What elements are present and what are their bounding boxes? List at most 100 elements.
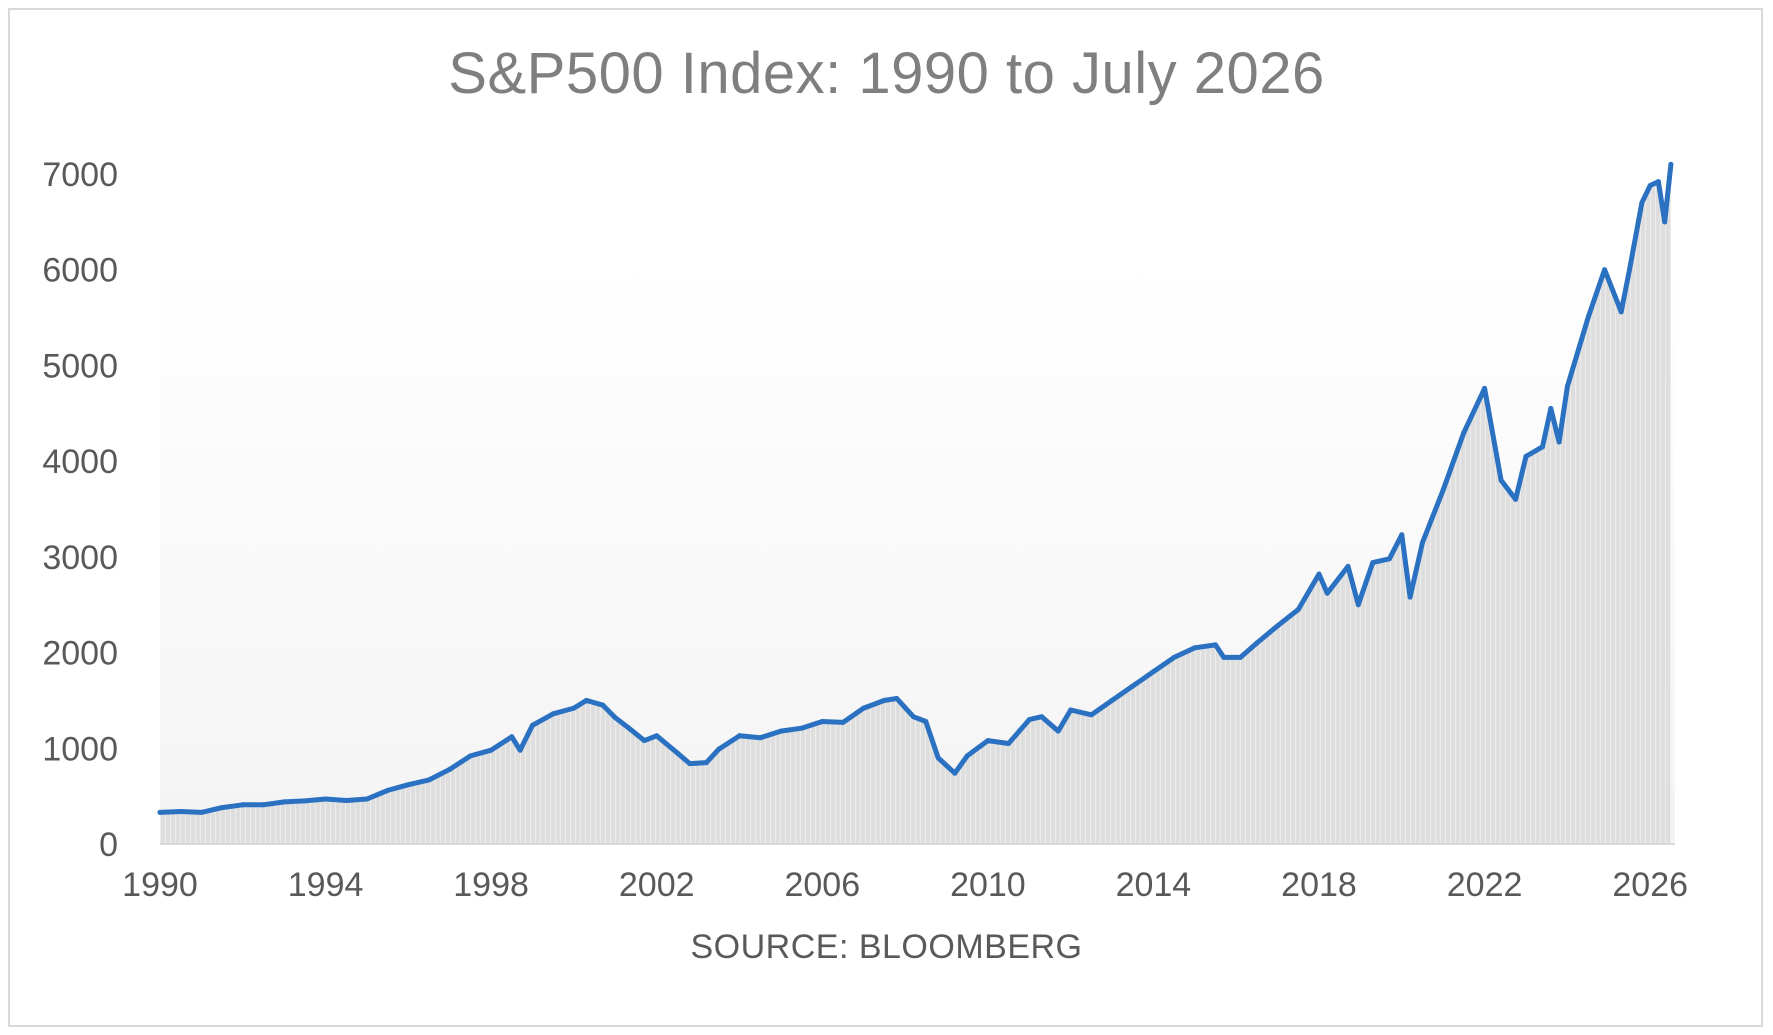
data-point: [840, 719, 846, 725]
data-point: [687, 761, 693, 767]
data-point: [1498, 477, 1504, 483]
data-point: [674, 750, 680, 756]
data-point: [737, 733, 742, 739]
data-point: [447, 766, 453, 772]
y-tick-label: 7000: [42, 156, 118, 194]
x-tick-label: 2026: [1612, 866, 1688, 904]
x-tick-label: 1994: [288, 866, 364, 904]
data-point: [1540, 444, 1545, 450]
data-point: [1324, 590, 1330, 596]
data-point: [488, 747, 494, 753]
data-point: [1556, 439, 1562, 445]
data-point: [600, 702, 606, 708]
data-point: [1150, 669, 1156, 675]
data-point: [819, 719, 825, 724]
series-area: [160, 164, 1671, 844]
data-point: [757, 735, 763, 741]
data-point: [509, 734, 515, 740]
data-point: [703, 760, 709, 766]
data-point: [240, 802, 246, 808]
data-point: [364, 796, 370, 802]
data-point: [1548, 406, 1554, 411]
data-point: [1316, 571, 1322, 577]
data-point: [198, 809, 204, 815]
x-tick-label: 1998: [453, 866, 529, 904]
data-point: [964, 753, 970, 759]
data-point: [1213, 642, 1218, 648]
area-layer: [160, 164, 1671, 844]
data-point: [1386, 556, 1392, 562]
data-point: [1407, 594, 1413, 600]
data-point: [1221, 654, 1227, 660]
y-tick-label: 6000: [42, 252, 118, 290]
data-point: [910, 714, 916, 720]
data-point: [405, 782, 411, 788]
data-point: [1482, 385, 1488, 391]
y-tick-label: 3000: [42, 539, 118, 577]
data-point: [1275, 623, 1281, 629]
data-point: [985, 738, 991, 744]
chart-title: S&P500 Index: 1990 to July 2026: [448, 41, 1325, 106]
data-point: [1345, 563, 1351, 569]
y-tick-label: 4000: [42, 443, 118, 481]
data-point: [654, 733, 660, 739]
x-tick-label: 1990: [122, 866, 198, 904]
data-point: [1647, 183, 1653, 188]
data-point: [1055, 728, 1061, 734]
data-point: [468, 753, 473, 759]
x-tick-label: 2018: [1281, 866, 1357, 904]
data-point: [1513, 496, 1519, 502]
data-point: [1461, 429, 1467, 435]
x-tick-label: 2014: [1116, 866, 1192, 904]
data-point: [1171, 654, 1177, 660]
data-point: [1618, 309, 1624, 315]
data-point: [530, 722, 535, 728]
data-point: [1068, 707, 1074, 713]
data-point: [219, 805, 225, 811]
data-point: [178, 809, 184, 814]
data-point: [261, 802, 266, 808]
x-axis-label: SOURCE: BLOOMBERG: [690, 928, 1083, 966]
data-point: [612, 715, 618, 721]
y-tick-label: 5000: [42, 347, 118, 385]
data-point: [1254, 640, 1260, 646]
data-point: [641, 738, 647, 744]
data-point: [716, 746, 722, 752]
x-tick-label: 2002: [619, 866, 695, 904]
data-point: [1523, 453, 1529, 459]
data-point: [385, 787, 391, 793]
data-point: [1668, 161, 1674, 167]
data-point: [1130, 683, 1136, 689]
data-point: [1399, 532, 1405, 538]
data-point: [323, 796, 329, 802]
data-point: [778, 728, 784, 734]
y-tick-label: 0: [99, 826, 118, 864]
data-point: [1655, 179, 1661, 185]
data-point: [1006, 741, 1012, 746]
data-point: [625, 724, 631, 730]
data-point: [157, 809, 163, 815]
data-point: [571, 705, 577, 711]
data-point: [1370, 560, 1376, 566]
data-point: [302, 798, 308, 804]
data-point: [550, 711, 556, 717]
point-layer: [157, 161, 1674, 815]
data-point: [1039, 714, 1045, 720]
data-point: [952, 770, 958, 776]
data-point: [894, 696, 900, 701]
data-point: [1639, 200, 1645, 206]
data-point: [1295, 607, 1301, 612]
data-point: [1355, 602, 1361, 608]
data-point: [1109, 697, 1115, 703]
data-point: [923, 719, 929, 724]
data-point: [517, 747, 523, 753]
data-point: [1237, 654, 1243, 660]
data-point: [861, 705, 867, 711]
data-point: [1026, 717, 1032, 723]
data-point: [1602, 267, 1608, 273]
data-point: [426, 777, 432, 783]
data-point: [881, 697, 887, 703]
y-axis-ticks: 0 1000 2000 3000 4000 5000 6000 7000: [42, 156, 118, 864]
data-point: [1662, 219, 1668, 225]
data-point: [343, 798, 349, 803]
